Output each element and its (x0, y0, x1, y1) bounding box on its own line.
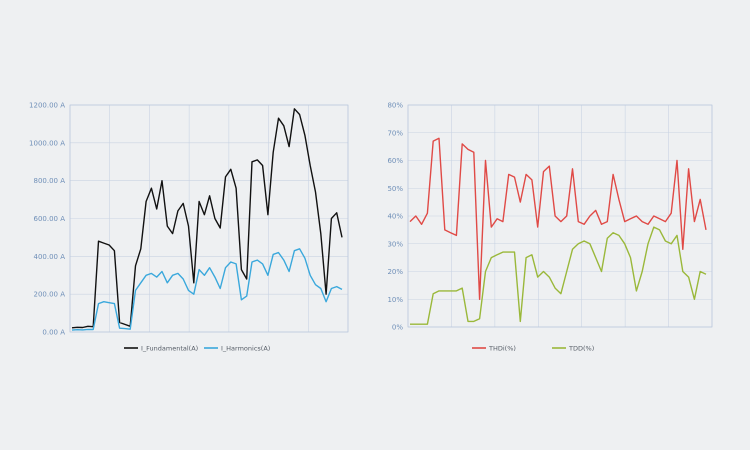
legend-label: I_Harmonics(A) (221, 344, 270, 352)
current-chart: 0.00 A 200.00 A 400.00 A 600.00 A 800.00 A 10… (29, 102, 349, 352)
y-tick-label: 0.00 A (42, 329, 65, 337)
plot-area (407, 104, 713, 328)
y-tick-label: 10% (387, 296, 403, 304)
legend-label: THDi(%) (488, 344, 516, 352)
y-tick-label: 1200.00 A (29, 102, 65, 110)
y-tick-label: 600.00 A (33, 215, 65, 223)
series-line-i-harmonics-a- (71, 248, 343, 331)
series-line-i-fundamental-a- (71, 108, 343, 329)
distortion-chart: 0% 10% 20% 30% 40% 50% 60% 70% 80% THDi(%) TDD(%) (387, 102, 713, 352)
legend-label: I_Fundamental(A) (141, 344, 198, 352)
plot-area (69, 104, 349, 333)
y-tick-label: 50% (387, 185, 403, 193)
series-line-thdi- (409, 137, 707, 300)
y-tick-label: 20% (387, 268, 403, 276)
y-tick-label: 80% (387, 102, 403, 110)
y-tick-label: 30% (387, 240, 403, 248)
y-tick-label: 60% (387, 157, 403, 165)
y-tick-label: 800.00 A (33, 177, 65, 185)
y-tick-label: 70% (387, 129, 403, 137)
y-tick-label: 400.00 A (33, 253, 65, 261)
series-line-tdd- (410, 226, 707, 325)
y-tick-label: 0% (392, 324, 403, 332)
y-tick-label: 200.00 A (33, 291, 65, 299)
legend-label: TDD(%) (568, 344, 594, 352)
y-tick-label: 1000.00 A (29, 139, 65, 147)
y-tick-label: 40% (387, 213, 403, 221)
